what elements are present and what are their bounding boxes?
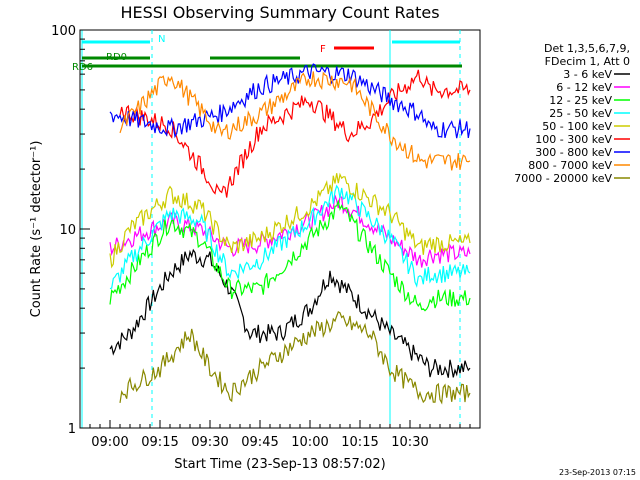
flare-label: F bbox=[320, 44, 326, 55]
chart-title: HESSI Observing Summary Count Rates bbox=[120, 3, 439, 22]
series-line-0 bbox=[109, 248, 471, 378]
x-tick-label: 10:00 bbox=[291, 435, 328, 450]
x-axis-label: Start Time (23-Sep-13 08:57:02) bbox=[174, 457, 385, 472]
x-tick-label: 09:00 bbox=[91, 435, 128, 450]
x-tick-label: 09:30 bbox=[191, 435, 228, 450]
series-line-4 bbox=[109, 172, 471, 269]
legend-label: 6 - 12 keV bbox=[556, 81, 612, 94]
legend: Det 1,3,5,6,7,9, FDecim 1, Att 0 3 - 6 k… bbox=[514, 42, 630, 185]
series-layer bbox=[109, 63, 471, 405]
legend-header-line-2: FDecim 1, Att 0 bbox=[545, 55, 630, 68]
y-tick-label: 10 bbox=[59, 223, 76, 238]
annotation-layer: N F RD0 RD6 bbox=[72, 30, 462, 428]
legend-label: 300 - 800 keV bbox=[535, 146, 612, 159]
series-line-6 bbox=[109, 63, 471, 139]
series-line-8 bbox=[119, 311, 471, 405]
y-tick-label: 100 bbox=[51, 24, 76, 39]
x-tick-label: 10:15 bbox=[341, 435, 378, 450]
series-line-7 bbox=[119, 71, 471, 171]
rd6-label: RD6 bbox=[72, 62, 93, 73]
legend-header-line-1: Det 1,3,5,6,7,9, bbox=[544, 42, 630, 55]
legend-label: 25 - 50 keV bbox=[549, 107, 612, 120]
x-tick-label: 09:45 bbox=[241, 435, 278, 450]
rd0-label: RD0 bbox=[106, 52, 127, 63]
saa-label: N bbox=[158, 34, 165, 45]
x-tick-label: 10:30 bbox=[391, 435, 428, 450]
x-tick-label: 09:15 bbox=[141, 435, 178, 450]
legend-label: 7000 - 20000 keV bbox=[514, 172, 612, 185]
legend-label: 100 - 300 keV bbox=[535, 133, 612, 146]
series-line-2 bbox=[109, 199, 471, 312]
timestamp: 23-Sep-2013 07:15 bbox=[559, 468, 636, 477]
legend-label: 12 - 25 keV bbox=[549, 94, 612, 107]
axes-layer: 09:00 09:15 09:30 09:45 10:00 10:15 10:30 1 10 10… bbox=[51, 24, 471, 450]
series-line-5 bbox=[119, 69, 471, 198]
legend-label: 3 - 6 keV bbox=[563, 68, 612, 81]
series-line-3 bbox=[109, 184, 471, 290]
legend-label: 50 - 100 keV bbox=[542, 120, 612, 133]
legend-label: 800 - 7000 keV bbox=[528, 159, 612, 172]
y-tick-label: 1 bbox=[68, 422, 76, 437]
y-axis-label: Count Rate (s⁻¹ detector⁻¹) bbox=[29, 141, 44, 318]
